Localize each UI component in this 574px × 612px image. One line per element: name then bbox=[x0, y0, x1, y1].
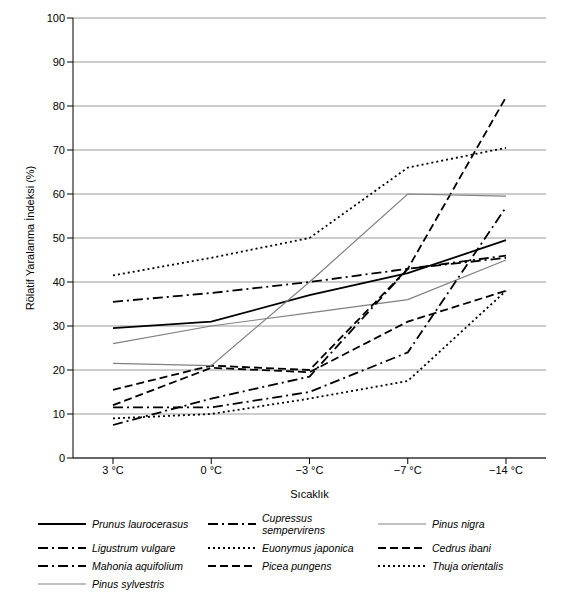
svg-text:40: 40 bbox=[53, 276, 65, 288]
svg-text:60: 60 bbox=[53, 188, 65, 200]
svg-text:80: 80 bbox=[53, 100, 65, 112]
html-text:Prunus laurocerasus: Prunus laurocerasus bbox=[92, 518, 189, 530]
svg-text:−3 °C: −3 °C bbox=[296, 464, 324, 476]
svg-text:Sıcaklık: Sıcaklık bbox=[290, 488, 329, 500]
html-text:Mahonia aquifolium: Mahonia aquifolium bbox=[92, 560, 184, 572]
html-text:Thuja orientalis: Thuja orientalis bbox=[432, 560, 504, 572]
svg-text:30: 30 bbox=[53, 320, 65, 332]
svg-text:3 °C: 3 °C bbox=[102, 464, 124, 476]
svg-text:−14 °C: −14 °C bbox=[489, 464, 523, 476]
svg-text:0 °C: 0 °C bbox=[200, 464, 222, 476]
html-text:Picea pungens: Picea pungens bbox=[262, 560, 332, 572]
svg-text:90: 90 bbox=[53, 56, 65, 68]
svg-text:10: 10 bbox=[53, 408, 65, 420]
svg-text:−7 °C: −7 °C bbox=[394, 464, 422, 476]
svg-text:Rölatif Yaralanma İndeksi (%): Rölatif Yaralanma İndeksi (%) bbox=[24, 166, 36, 311]
html-text:Cupressus sempervirens: Cupressus sempervirens bbox=[262, 512, 325, 536]
html-text:Cedrus ibani: Cedrus ibani bbox=[432, 542, 491, 554]
html-text:Pinus nigra: Pinus nigra bbox=[432, 518, 485, 530]
svg-text:70: 70 bbox=[53, 144, 65, 156]
svg-text:0: 0 bbox=[59, 452, 65, 464]
html-text:Ligustrum vulgare: Ligustrum vulgare bbox=[92, 542, 176, 554]
svg-text:20: 20 bbox=[53, 364, 65, 376]
html-text:Euonymus japonica: Euonymus japonica bbox=[262, 542, 354, 554]
svg-text:50: 50 bbox=[53, 232, 65, 244]
html-text:Pinus sylvestris: Pinus sylvestris bbox=[92, 578, 165, 590]
svg-text:100: 100 bbox=[47, 12, 65, 24]
